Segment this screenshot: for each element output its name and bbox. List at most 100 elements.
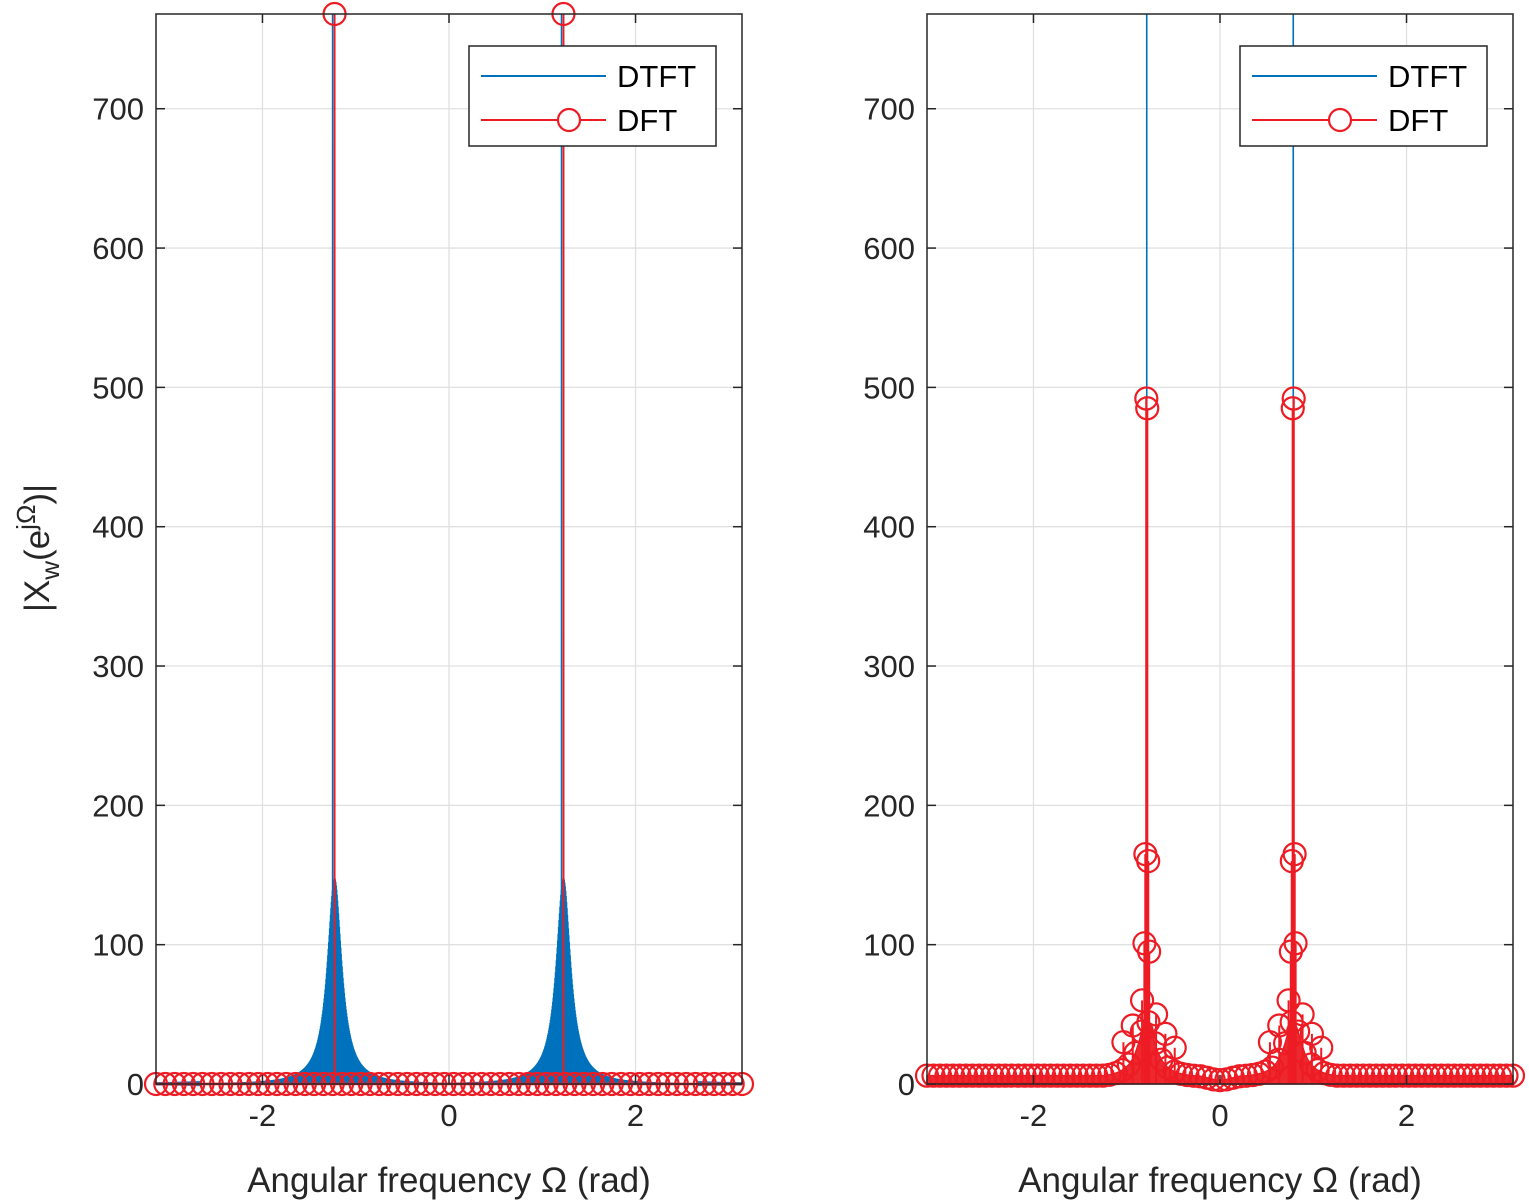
right-dft-marker-8 (940, 1063, 966, 1088)
right-dft-cluster-marker-0-4 (1111, 1030, 1136, 1055)
left-grid (156, 14, 742, 1085)
ylabel-close: )| (18, 484, 57, 505)
ylabel-sub: w (35, 561, 65, 581)
right-axes: -2 0 2 0 100 200 300 400 500 600 700 DTFT DFT Angu… (863, 13, 1526, 1200)
right-dft-marker-126 (1325, 1063, 1350, 1088)
right-ytick-label-7: 700 (863, 92, 915, 127)
left-ytick-label-4: 400 (92, 510, 144, 545)
left-y-axis-label: |Xw(ejΩ)| (11, 484, 65, 612)
right-dft-marker-104 (1253, 1059, 1278, 1084)
right-legend-dft-label: DFT (1388, 103, 1448, 138)
right-dft-marker-168 (1461, 1063, 1487, 1088)
right-dft-marker-150 (1403, 1063, 1428, 1088)
left-legend-dft-marker (556, 107, 582, 133)
right-dft-marker-178 (1494, 1063, 1519, 1088)
right-dft-marker-44 (1058, 1063, 1083, 1088)
right-dft-cluster-marker-1-3 (1299, 1021, 1325, 1046)
right-dft-marker-34 (1025, 1063, 1050, 1088)
right-dft-marker-164 (1448, 1063, 1474, 1088)
right-dft-point-3 (1136, 848, 1161, 874)
left-ytick-label-1: 100 (92, 928, 144, 963)
right-xtick-label-0: -2 (1020, 1098, 1048, 1133)
right-ytick-label-2: 200 (863, 788, 915, 823)
right-dft-marker-62 (1116, 1052, 1141, 1077)
right-dft-marker-156 (1422, 1063, 1447, 1088)
right-ytick-label-3: 300 (863, 649, 915, 684)
right-dft-marker-160 (1435, 1063, 1460, 1088)
right-legend: DTFT DFT (1239, 45, 1488, 147)
right-dft-cluster-marker-0-0 (1129, 988, 1155, 1013)
right-dft-marker-10 (947, 1063, 972, 1088)
right-dft-cluster-marker-1-0 (1276, 988, 1301, 1013)
right-dft-marker-38 (1038, 1063, 1063, 1088)
right-dft-marker-28 (1006, 1063, 1031, 1088)
right-dft-marker-6 (934, 1063, 959, 1088)
ylabel-sup: jΩ (11, 505, 41, 531)
right-dft-marker-148 (1396, 1063, 1421, 1088)
right-dft-marker-166 (1455, 1063, 1480, 1088)
left-axes: -2 0 2 0 100 200 300 400 500 600 700 DTFT DFT Angu… (11, 1, 755, 1200)
right-dft-marker-20 (980, 1063, 1005, 1088)
right-dft-marker-174 (1481, 1063, 1506, 1088)
right-xtick-label-1: 0 (1211, 1098, 1228, 1133)
right-legend-box (1239, 45, 1488, 147)
right-dft-marker-152 (1409, 1063, 1434, 1088)
right-dft-marker-130 (1338, 1063, 1363, 1088)
right-dft-marker-42 (1051, 1063, 1076, 1088)
right-dft-marker-158 (1429, 1063, 1454, 1088)
right-dft-marker-26 (999, 1063, 1024, 1088)
right-legend-dft-marker (1327, 107, 1353, 133)
left-ytick-label-7: 700 (92, 92, 144, 127)
right-dft-marker-88 (1201, 1067, 1226, 1092)
right-dft-marker-98 (1233, 1063, 1259, 1088)
right-dft-marker-170 (1468, 1063, 1493, 1088)
right-dft-marker-12 (953, 1063, 979, 1088)
right-ytick-label-5: 500 (863, 370, 915, 405)
ylabel-open: (e (18, 530, 57, 561)
right-ytick-label-6: 600 (863, 231, 915, 266)
left-ticks: -2 0 2 0 100 200 300 400 500 600 700 (92, 14, 742, 1133)
right-dft-marker-82 (1181, 1063, 1207, 1088)
right-dft-marker-50 (1077, 1063, 1102, 1088)
right-dft-marker-40 (1045, 1063, 1070, 1088)
right-dft-marker-106 (1259, 1055, 1285, 1080)
right-ticks: -2 0 2 0 100 200 300 400 500 600 700 (863, 14, 1513, 1133)
right-xtick-label-2: 2 (1398, 1098, 1415, 1133)
right-dft-marker-140 (1370, 1063, 1395, 1088)
right-ytick-label-4: 400 (863, 510, 915, 545)
left-legend-dft-label: DFT (617, 103, 677, 138)
right-dft-marker-138 (1364, 1063, 1389, 1088)
left-ytick-label-0: 0 (127, 1067, 144, 1102)
left-xtick-label-2: 2 (627, 1098, 644, 1133)
right-dft-point-11 (1278, 939, 1303, 964)
right-dft-marker-128 (1331, 1063, 1356, 1088)
left-ytick-label-2: 200 (92, 788, 144, 823)
right-ytick-label-1: 100 (863, 928, 915, 963)
right-dft-marker-24 (993, 1063, 1018, 1088)
left-xtick-label-1: 0 (440, 1098, 457, 1133)
right-dft-marker-14 (960, 1063, 985, 1088)
right-ytick-label-0: 0 (898, 1067, 915, 1102)
right-grid (927, 14, 1513, 1085)
right-dft-cluster-marker-1-4 (1257, 1030, 1283, 1055)
left-xtick-label-0: -2 (249, 1098, 277, 1133)
right-dft-marker-142 (1377, 1063, 1402, 1088)
right-legend-dtft-label: DTFT (1388, 59, 1467, 94)
left-legend: DTFT DFT (468, 45, 717, 147)
right-dft-marker-176 (1487, 1063, 1513, 1088)
ylabel-main: |X (18, 580, 57, 612)
right-dft-marker-32 (1019, 1063, 1044, 1088)
right-dft-cluster-marker-1-5 (1309, 1035, 1334, 1060)
right-dft-marker-80 (1175, 1062, 1200, 1088)
right-dft-point-9 (1279, 848, 1304, 874)
left-ytick-label-5: 500 (92, 370, 144, 405)
right-dft-marker-162 (1442, 1063, 1467, 1088)
right-dft-marker-154 (1416, 1063, 1441, 1088)
right-dft-marker-22 (986, 1063, 1011, 1088)
right-dft-cluster-marker-0-3 (1153, 1021, 1178, 1046)
right-dft-marker-48 (1071, 1063, 1096, 1088)
right-dft-point-7 (1280, 396, 1305, 421)
right-dft-marker-52 (1084, 1063, 1109, 1088)
right-dft-marker-16 (966, 1063, 992, 1088)
